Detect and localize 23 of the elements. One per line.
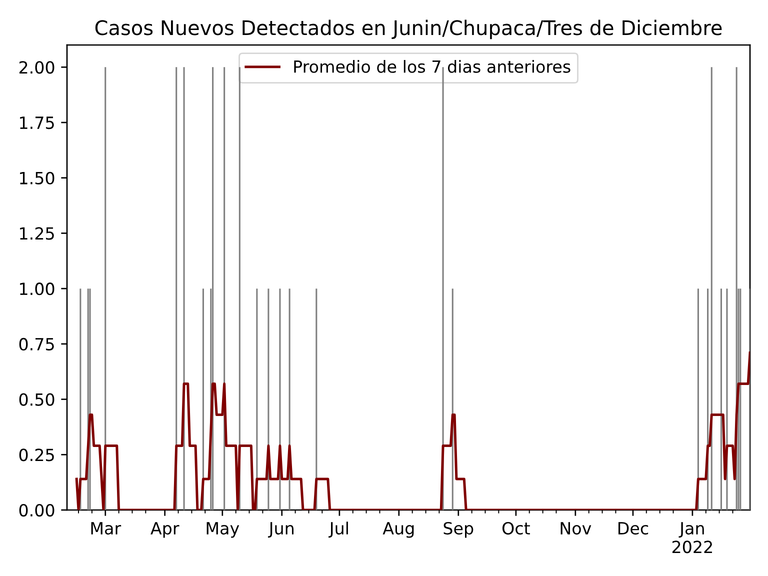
y-tick-label: 2.00 (19, 61, 54, 74)
x-tick-label: Oct (502, 522, 530, 535)
line-series (75, 352, 750, 510)
y-tick-label: 1.75 (20, 116, 54, 130)
x-tick-label: Apr (150, 522, 180, 538)
y-tick-label: 1.50 (20, 172, 54, 184)
x-tick-label: May (206, 522, 240, 538)
y-tick-label: 0.25 (19, 448, 54, 462)
x-tick-label: Jun (268, 522, 294, 538)
y-tick-label: 0.75 (19, 338, 54, 350)
x-tick-label: Mar (91, 522, 122, 535)
x-tick-label: Aug (382, 522, 414, 538)
x-tick-label: Jul (328, 522, 348, 538)
y-tick-label: 0.00 (19, 504, 54, 517)
legend-label: Promedio de los 7 dias anteriores (294, 60, 570, 73)
x-tick-label: Jan 2022 (672, 522, 712, 554)
chart-title: Casos Nuevos Detectados en Junin/Chupaca/Tres de Diciembre (95, 20, 722, 40)
x-tick-label: Sep (444, 522, 474, 538)
x-tick-label: Dec (618, 522, 648, 535)
y-tick-label: 1.25 (20, 227, 54, 240)
x-tick-label: Nov (560, 522, 592, 535)
y-tick-label: 1.00 (20, 282, 54, 296)
y-tick-label: 0.50 (19, 393, 54, 406)
